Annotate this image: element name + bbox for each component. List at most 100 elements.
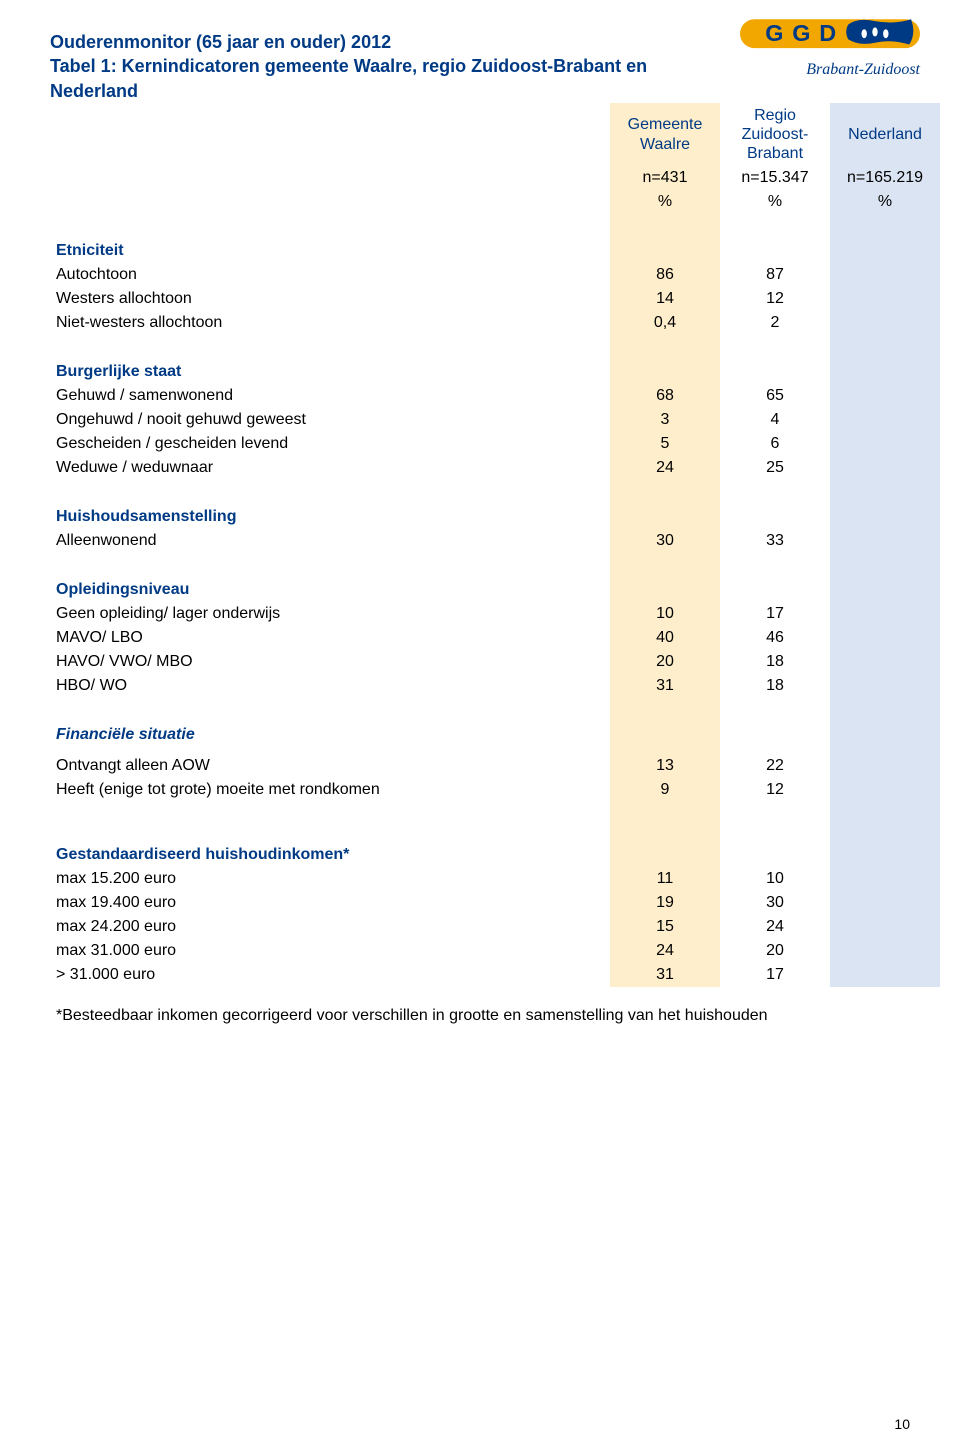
svg-text:G: G xyxy=(792,20,810,46)
title-line2: Tabel 1: Kernindicatoren gemeente Waalre… xyxy=(50,56,647,100)
cell-v3 xyxy=(830,384,940,408)
cell-empty xyxy=(830,230,940,263)
cell-v3 xyxy=(830,754,940,778)
cell-v1: 20 xyxy=(610,650,720,674)
table-row: Gescheiden / gescheiden levend56 xyxy=(50,432,940,456)
row-label: HBO/ WO xyxy=(50,674,610,698)
cell-v3 xyxy=(830,891,940,915)
cell-empty xyxy=(610,351,720,384)
row-label: max 19.400 euro xyxy=(50,891,610,915)
col1-header: GemeenteWaalre xyxy=(610,103,720,167)
title-line1: Ouderenmonitor (65 jaar en ouder) 2012 xyxy=(50,32,391,52)
page-title: Ouderenmonitor (65 jaar en ouder) 2012 T… xyxy=(50,30,690,103)
table-row: Weduwe / weduwnaar2425 xyxy=(50,456,940,480)
footnote: *Besteedbaar inkomen gecorrigeerd voor v… xyxy=(50,987,940,1028)
cell-v1: 68 xyxy=(610,384,720,408)
cell-v2: 65 xyxy=(720,384,830,408)
table-row: Alleenwonend3033 xyxy=(50,529,940,553)
section-heading: Opleidingsniveau xyxy=(50,569,610,602)
cell-v3 xyxy=(830,287,940,311)
table-row: Ontvangt alleen AOW1322 xyxy=(50,754,940,778)
col1-n: n=431 xyxy=(610,166,720,190)
cell-v2: 33 xyxy=(720,529,830,553)
table-row: Gehuwd / samenwonend6865 xyxy=(50,384,940,408)
cell-empty xyxy=(830,496,940,529)
table-row: > 31.000 euro3117 xyxy=(50,963,940,987)
cell-v1: 3 xyxy=(610,408,720,432)
table-row: HBO/ WO3118 xyxy=(50,674,940,698)
table-row: max 31.000 euro2420 xyxy=(50,939,940,963)
row-label: Gescheiden / gescheiden levend xyxy=(50,432,610,456)
row-label: Geen opleiding/ lager onderwijs xyxy=(50,602,610,626)
cell-empty xyxy=(610,230,720,263)
table-row: Niet-westers allochtoon0,42 xyxy=(50,311,940,335)
cell-v2: 2 xyxy=(720,311,830,335)
cell-v3 xyxy=(830,263,940,287)
cell-empty xyxy=(720,496,830,529)
section-heading: Burgerlijke staat xyxy=(50,351,610,384)
table-row: Heeft (enige tot grote) moeite met rondk… xyxy=(50,778,940,802)
cell-v1: 5 xyxy=(610,432,720,456)
cell-v1: 13 xyxy=(610,754,720,778)
cell-v2: 4 xyxy=(720,408,830,432)
cell-v1: 11 xyxy=(610,867,720,891)
row-label: max 31.000 euro xyxy=(50,939,610,963)
col2-pct: % xyxy=(720,190,830,214)
cell-empty xyxy=(720,834,830,867)
cell-v2: 12 xyxy=(720,778,830,802)
table-row: HAVO/ VWO/ MBO2018 xyxy=(50,650,940,674)
cell-v3 xyxy=(830,867,940,891)
table-row: Ongehuwd / nooit gehuwd geweest34 xyxy=(50,408,940,432)
row-label: MAVO/ LBO xyxy=(50,626,610,650)
cell-v3 xyxy=(830,456,940,480)
table-row: Autochtoon8687 xyxy=(50,263,940,287)
section-heading: Huishoudsamenstelling xyxy=(50,496,610,529)
table-row: Geen opleiding/ lager onderwijs1017 xyxy=(50,602,940,626)
cell-v1: 24 xyxy=(610,939,720,963)
cell-v1: 9 xyxy=(610,778,720,802)
cell-v2: 10 xyxy=(720,867,830,891)
row-label: > 31.000 euro xyxy=(50,963,610,987)
cell-empty xyxy=(830,834,940,867)
section-heading: Etniciteit xyxy=(50,230,610,263)
row-label: Westers allochtoon xyxy=(50,287,610,311)
row-label: max 24.200 euro xyxy=(50,915,610,939)
cell-empty xyxy=(720,569,830,602)
col3-n: n=165.219 xyxy=(830,166,940,190)
cell-v1: 19 xyxy=(610,891,720,915)
col3-header: Nederland xyxy=(830,103,940,167)
cell-v2: 24 xyxy=(720,915,830,939)
ggd-logo: G G D Brabant-Zuidoost xyxy=(740,12,920,79)
cell-v1: 10 xyxy=(610,602,720,626)
row-label: HAVO/ VWO/ MBO xyxy=(50,650,610,674)
section-heading: Financiële situatie xyxy=(50,714,610,754)
table-row: MAVO/ LBO4046 xyxy=(50,626,940,650)
cell-v2: 18 xyxy=(720,674,830,698)
cell-v2: 46 xyxy=(720,626,830,650)
cell-v2: 20 xyxy=(720,939,830,963)
cell-empty xyxy=(830,714,940,754)
table-row: max 24.200 euro1524 xyxy=(50,915,940,939)
cell-v1: 31 xyxy=(610,963,720,987)
cell-v3 xyxy=(830,408,940,432)
table-row: max 15.200 euro1110 xyxy=(50,867,940,891)
cell-v2: 17 xyxy=(720,602,830,626)
cell-v3 xyxy=(830,939,940,963)
cell-v2: 25 xyxy=(720,456,830,480)
cell-v2: 22 xyxy=(720,754,830,778)
cell-empty xyxy=(720,714,830,754)
cell-v3 xyxy=(830,432,940,456)
row-label: Alleenwonend xyxy=(50,529,610,553)
cell-v2: 30 xyxy=(720,891,830,915)
cell-v2: 87 xyxy=(720,263,830,287)
cell-v3 xyxy=(830,650,940,674)
row-label: Autochtoon xyxy=(50,263,610,287)
cell-v1: 24 xyxy=(610,456,720,480)
cell-empty xyxy=(720,230,830,263)
cell-v3 xyxy=(830,915,940,939)
col2-header: RegioZuidoost-Brabant xyxy=(720,103,830,167)
col2-n: n=15.347 xyxy=(720,166,830,190)
cell-v3 xyxy=(830,778,940,802)
row-label: Ongehuwd / nooit gehuwd geweest xyxy=(50,408,610,432)
cell-v2: 6 xyxy=(720,432,830,456)
